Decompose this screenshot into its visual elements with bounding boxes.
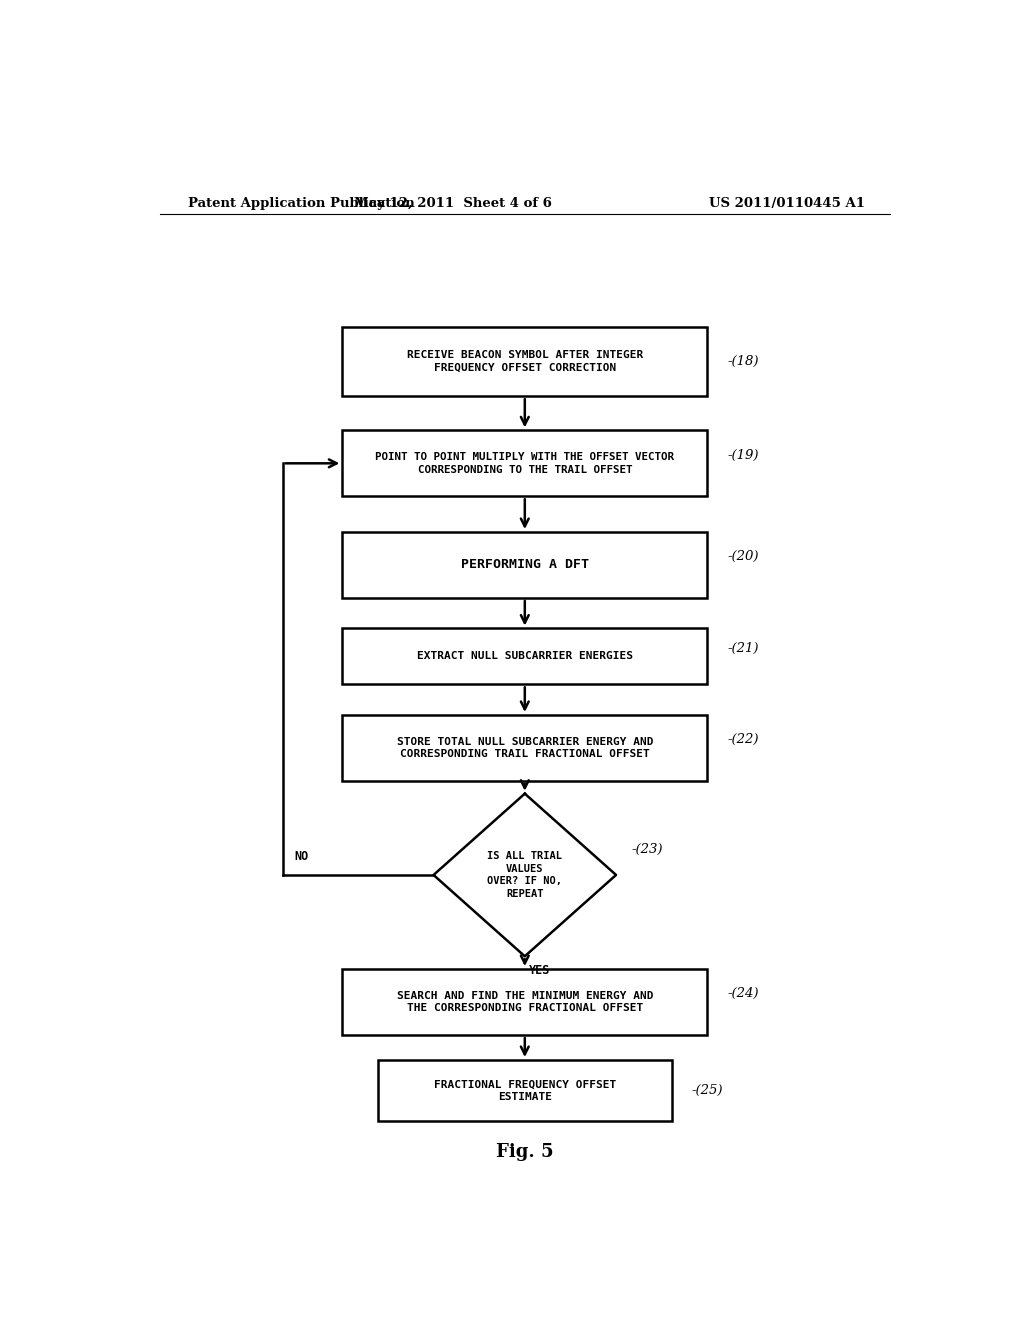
Text: Fig. 5: Fig. 5 bbox=[496, 1143, 554, 1162]
Text: Patent Application Publication: Patent Application Publication bbox=[187, 197, 415, 210]
Bar bbox=[342, 532, 708, 598]
Bar bbox=[342, 715, 708, 781]
Polygon shape bbox=[433, 793, 616, 956]
Text: YES: YES bbox=[528, 965, 550, 977]
Text: IS ALL TRIAL
VALUES
OVER? IF NO,
REPEAT: IS ALL TRIAL VALUES OVER? IF NO, REPEAT bbox=[487, 851, 562, 899]
Text: US 2011/0110445 A1: US 2011/0110445 A1 bbox=[709, 197, 864, 210]
Text: POINT TO POINT MULTIPLY WITH THE OFFSET VECTOR
CORRESPONDING TO THE TRAIL OFFSET: POINT TO POINT MULTIPLY WITH THE OFFSET … bbox=[376, 453, 674, 474]
Bar bbox=[342, 430, 708, 496]
Bar bbox=[342, 969, 708, 1035]
Text: FRACTIONAL FREQUENCY OFFSET
ESTIMATE: FRACTIONAL FREQUENCY OFFSET ESTIMATE bbox=[434, 1080, 615, 1102]
Bar bbox=[378, 1060, 672, 1121]
Text: SEARCH AND FIND THE MINIMUM ENERGY AND
THE CORRESPONDING FRACTIONAL OFFSET: SEARCH AND FIND THE MINIMUM ENERGY AND T… bbox=[396, 991, 653, 1014]
Text: -(22): -(22) bbox=[727, 734, 759, 746]
Bar bbox=[342, 628, 708, 684]
Text: -(25): -(25) bbox=[691, 1084, 723, 1097]
Bar bbox=[342, 327, 708, 396]
Text: -(18): -(18) bbox=[727, 355, 759, 368]
Text: EXTRACT NULL SUBCARRIER ENERGIES: EXTRACT NULL SUBCARRIER ENERGIES bbox=[417, 652, 633, 661]
Text: -(24): -(24) bbox=[727, 987, 759, 1001]
Text: RECEIVE BEACON SYMBOL AFTER INTEGER
FREQUENCY OFFSET CORRECTION: RECEIVE BEACON SYMBOL AFTER INTEGER FREQ… bbox=[407, 351, 643, 372]
Text: NO: NO bbox=[295, 850, 309, 863]
Text: STORE TOTAL NULL SUBCARRIER ENERGY AND
CORRESPONDING TRAIL FRACTIONAL OFFSET: STORE TOTAL NULL SUBCARRIER ENERGY AND C… bbox=[396, 737, 653, 759]
Text: -(20): -(20) bbox=[727, 550, 759, 564]
Text: -(19): -(19) bbox=[727, 449, 759, 462]
Text: May 12, 2011  Sheet 4 of 6: May 12, 2011 Sheet 4 of 6 bbox=[354, 197, 552, 210]
Text: PERFORMING A DFT: PERFORMING A DFT bbox=[461, 558, 589, 572]
Text: -(23): -(23) bbox=[632, 843, 664, 857]
Text: -(21): -(21) bbox=[727, 642, 759, 655]
